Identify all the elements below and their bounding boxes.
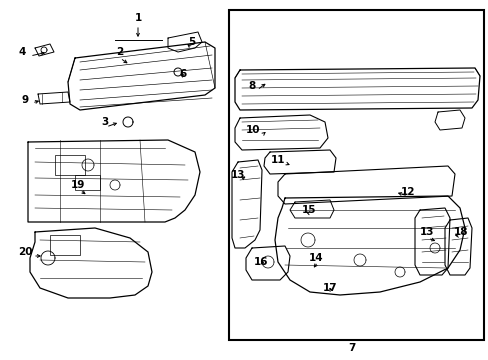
Text: 9: 9	[21, 95, 28, 105]
Text: 7: 7	[347, 343, 355, 353]
Text: 5: 5	[188, 37, 195, 47]
Text: 8: 8	[248, 81, 255, 91]
Text: 20: 20	[18, 247, 32, 257]
Text: 1: 1	[134, 13, 142, 23]
Text: 14: 14	[308, 253, 323, 263]
Text: 13: 13	[419, 227, 433, 237]
Bar	[50, 235, 80, 255]
Text: 15: 15	[301, 205, 316, 215]
Text: 13: 13	[230, 170, 245, 180]
Text: 2: 2	[116, 47, 123, 57]
Text: 17: 17	[322, 283, 337, 293]
Bar	[55, 155, 85, 175]
Text: 19: 19	[71, 180, 85, 190]
Text: 3: 3	[101, 117, 108, 127]
Text: 12: 12	[400, 187, 414, 197]
Text: 4: 4	[18, 47, 26, 57]
Text: 10: 10	[245, 125, 260, 135]
Text: 18: 18	[453, 227, 468, 237]
Bar	[228, 10, 483, 340]
Text: 16: 16	[253, 257, 268, 267]
Text: 11: 11	[270, 155, 285, 165]
Text: 6: 6	[179, 69, 186, 79]
Bar	[75, 175, 100, 190]
